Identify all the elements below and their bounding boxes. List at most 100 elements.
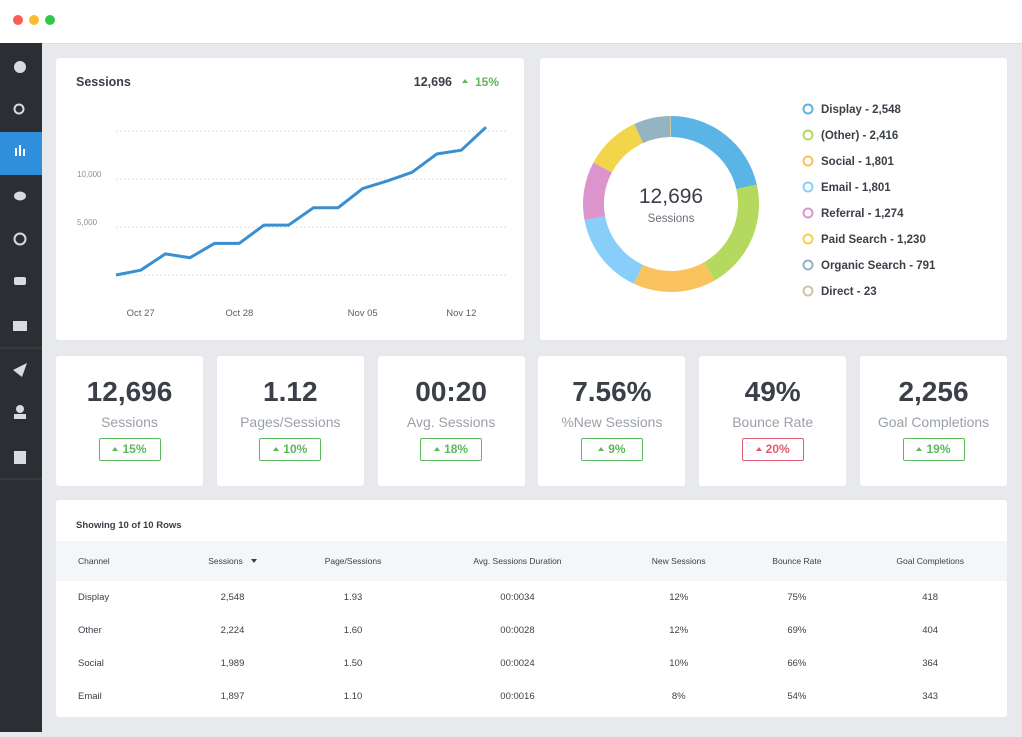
kpi-label: Sessions [101,414,158,430]
window-bar [0,0,1022,44]
at-icon[interactable] [13,232,27,246]
table-cell: 69% [787,625,807,636]
kpi-card: 7.56% %New Sessions 9% [538,356,686,486]
maximize-dot[interactable] [45,15,55,25]
kpi-label: %New Sessions [561,414,663,430]
column-header: Page/Sessions [288,541,418,581]
center-value: 12,696 [639,185,703,208]
legend-marker [802,181,814,193]
close-dot[interactable] [13,15,23,25]
table-cell: Email [78,691,102,702]
chat-icon[interactable] [14,191,26,201]
table-cell: 00:0024 [500,658,535,669]
legend-label: Organic Search - 791 [821,260,936,272]
x-tick-label: Nov 05 [348,308,378,319]
change: 15% [475,75,499,89]
mail-icon[interactable] [13,321,27,331]
table-cell: 12% [669,625,689,636]
dashboard-icon[interactable] [14,61,26,73]
slice [634,116,671,144]
y-tick-label: 10,000 [77,170,102,179]
sort-icon[interactable] [250,559,257,566]
kpi-card: 49% Bounce Rate 20% [699,356,847,486]
sidebar [0,43,42,732]
search-icon[interactable] [13,103,25,115]
line-chart: Sessions 12,696 15% 5,000 10,000 Oct 27 Oct… [76,75,506,319]
table-cell: 343 [922,691,939,702]
line [115,126,488,277]
center-label: Sessions [648,213,695,225]
table-cell: 2,224 [220,625,245,636]
table-row: Social 1,989 1.50 00:0024 10% 66% 364 [56,647,1007,680]
legend-label: Display - 2,548 [821,104,902,116]
table-cell: Display [78,592,110,603]
kpi-value: 2,256 [898,376,969,407]
chart-icon[interactable] [15,148,17,156]
legend-marker [802,207,814,219]
x-tick-label: Nov 12 [446,308,476,319]
kpi-change: 19% [902,438,965,461]
kpi-card: 1.12 Pages/Sessions 10% [216,356,364,486]
slice [593,124,644,173]
table-cell: 364 [922,658,939,669]
column-header[interactable]: Sessions [176,541,289,581]
table-cell: 10% [669,658,689,669]
table-cell: 8% [671,691,686,702]
table-cell: 1.50 [343,658,363,669]
kpi-label: Goal Completions [877,414,990,430]
legend-marker [802,103,814,115]
slice [633,262,715,292]
send-icon[interactable] [13,363,27,377]
column-header: Channel [56,541,177,581]
data-table: Channel Sessions Page/Sessions Avg. Session… [56,541,1007,713]
legend-marker [802,155,814,167]
x-tick-label: Oct 27 [127,308,155,319]
column-header: Bounce Rate [740,541,854,581]
table-cell: 1,989 [220,658,245,669]
slice [583,162,612,221]
column-header: Avg. Sessions Duration [417,541,618,581]
table-card: Showing 10 of 10 Rows Channel Sessions Pag… [56,500,1007,717]
clipboard-icon[interactable] [14,451,26,464]
column-header: New Sessions [617,541,741,581]
kpi-value: 7.56% [572,376,652,407]
table-cell: 1.60 [343,625,363,636]
kpi-value: 00:20 [415,376,487,407]
table-title: Showing 10 of 10 Rows [76,520,182,531]
kpi-card: 00:20 Avg. Sessions 18% [377,356,525,486]
table-row: Display 2,548 1.93 00:0034 12% 75% 418 [56,581,1007,614]
table-cell: 418 [922,592,939,603]
slice [669,116,671,138]
slice [704,184,759,281]
legend-label: (Other) - 2,416 [821,130,898,142]
kpi-value: 1.12 [263,376,318,407]
phone-icon[interactable] [14,277,26,285]
total: 12,696 [414,75,452,89]
y-tick-label: 5,000 [77,218,98,227]
x-tick-label: Oct 28 [225,308,253,319]
sessions-card: Sessions 12,696 15% 5,000 10,000 Oct 27 Oct… [56,58,524,340]
kpi-change: 15% [98,438,161,461]
up-arrow [462,79,468,83]
legend-label: Email - 1,801 [821,182,891,194]
minimize-dot[interactable] [29,15,39,25]
table-cell: 1.93 [343,592,363,603]
table-cell: 1,897 [220,691,245,702]
table-cell: 66% [787,658,807,669]
kpi-value: 49% [744,376,801,407]
legend-marker [802,259,814,271]
donut-chart: 12,696 Sessions Display - 2,548 (Other) -… [583,103,936,298]
table-cell: 00:0028 [500,625,535,636]
sidebar-icons [0,61,42,480]
kpi-change: 18% [420,438,483,461]
slice [671,116,757,190]
table-cell: 00:0016 [500,691,535,702]
table-cell: Other [78,625,102,636]
table-cell: 2,548 [220,592,245,603]
user-icon[interactable] [16,405,24,413]
chart-title: Sessions [76,75,131,89]
table-cell: 12% [669,592,689,603]
legend-label: Paid Search - 1,230 [821,234,926,246]
kpi-label: Avg. Sessions [406,414,496,430]
